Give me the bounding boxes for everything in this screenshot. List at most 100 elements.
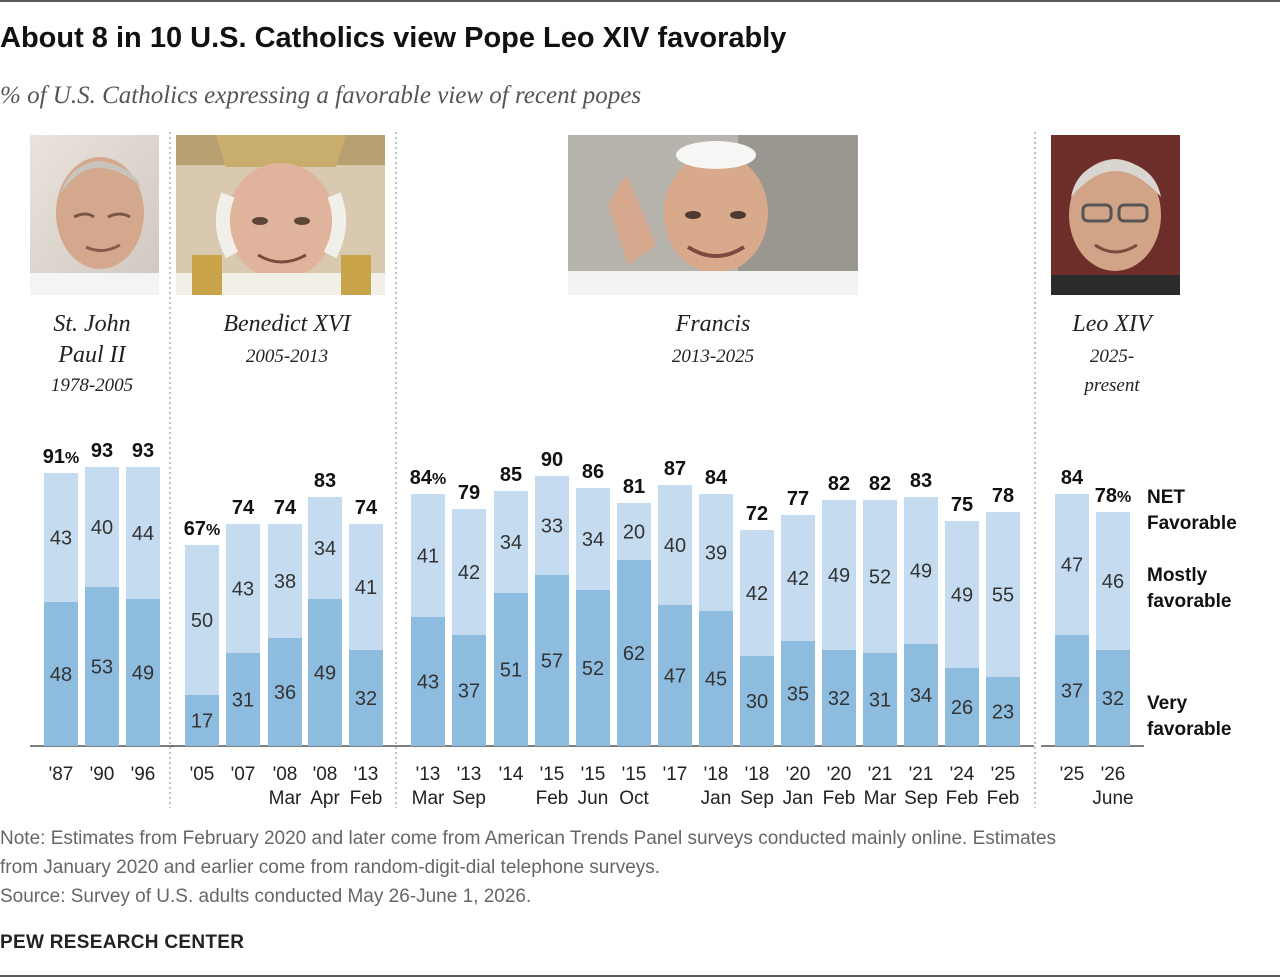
bar-mostly-favorable (268, 524, 302, 638)
x-tick-label: '13 (457, 764, 482, 785)
value-label-net: 78 (992, 485, 1014, 507)
bar-mostly-favorable (494, 491, 528, 593)
bar-very-favorable (781, 641, 815, 746)
value-label-net: 83 (910, 470, 932, 492)
x-tick-label: Sep (740, 788, 774, 809)
bar-very-favorable (308, 599, 342, 746)
value-label-mostly: 41 (355, 577, 377, 599)
x-tick-label: June (1092, 788, 1133, 809)
value-label-very: 30 (746, 691, 768, 713)
value-label-mostly: 49 (951, 585, 973, 607)
bar-mostly-favorable (986, 512, 1020, 677)
legend-very: Very (1147, 693, 1188, 714)
legend-net: Favorable (1147, 513, 1237, 534)
value-label-net: 82 (869, 473, 891, 495)
pope-name: Benedict XVI (223, 311, 351, 337)
value-label-mostly: 38 (274, 571, 296, 593)
value-label-very: 17 (191, 711, 213, 733)
value-label-very: 45 (705, 669, 727, 691)
value-label-very: 31 (232, 690, 254, 712)
value-label-net: 81 (623, 476, 645, 498)
value-label-mostly: 47 (1061, 555, 1083, 577)
value-label-very: 32 (828, 688, 850, 710)
pope-name: St. John (53, 311, 130, 337)
value-label-very: 35 (787, 684, 809, 706)
x-tick-label: '87 (49, 764, 74, 785)
value-label-mostly: 34 (314, 538, 336, 560)
bar-mostly-favorable (863, 500, 897, 653)
value-label-net: 84 (705, 467, 728, 489)
x-tick-label: '15 (581, 764, 606, 785)
bar-very-favorable (85, 587, 119, 746)
bar-mostly-favorable (699, 494, 733, 611)
x-tick-label: '05 (190, 764, 215, 785)
bar-mostly-favorable (1096, 512, 1130, 650)
bar-very-favorable (349, 650, 383, 746)
value-label-very: 32 (355, 688, 377, 710)
bar-very-favorable (904, 644, 938, 746)
bar-very-favorable (658, 605, 692, 746)
value-label-mostly: 42 (458, 562, 480, 584)
bar-very-favorable (268, 638, 302, 746)
x-tick-label: '96 (131, 764, 156, 785)
bar-very-favorable (699, 611, 733, 746)
x-tick-label: Mar (269, 788, 302, 809)
bar-mostly-favorable (740, 530, 774, 656)
value-label-mostly: 43 (50, 528, 72, 550)
x-tick-label: Feb (536, 788, 569, 809)
pope-years: 1978-2005 (51, 375, 133, 396)
bar-very-favorable (535, 575, 569, 746)
value-label-net: 93 (91, 440, 113, 462)
x-tick-label: '08 (313, 764, 338, 785)
value-label-net: 75 (951, 494, 973, 516)
x-tick-label: Mar (864, 788, 897, 809)
x-tick-label: '20 (786, 764, 811, 785)
value-label-mostly: 46 (1102, 571, 1124, 593)
x-tick-label: Feb (987, 788, 1020, 809)
value-label-mostly: 50 (191, 610, 213, 632)
value-label-very: 51 (500, 660, 522, 682)
bar-mostly-favorable (308, 497, 342, 599)
bar-very-favorable (986, 677, 1020, 746)
bottom-rule (0, 975, 1280, 977)
x-tick-label: '25 (1060, 764, 1085, 785)
x-tick-label: Apr (310, 788, 340, 809)
value-label-mostly: 49 (828, 565, 850, 587)
pope-years: 2025- (1090, 346, 1134, 367)
value-label-mostly: 34 (500, 532, 522, 554)
bar-mostly-favorable (452, 509, 486, 635)
francis-portrait (568, 135, 858, 295)
bar-mostly-favorable (945, 521, 979, 668)
x-tick-label: Oct (619, 788, 649, 809)
value-label-very: 34 (910, 685, 932, 707)
value-label-mostly: 34 (582, 529, 604, 551)
value-label-very: 36 (274, 682, 296, 704)
bar-very-favorable (185, 695, 219, 746)
leo-xiv-portrait (1051, 135, 1180, 295)
bar-mostly-favorable (85, 467, 119, 587)
value-label-very: 53 (91, 657, 113, 679)
bar-very-favorable (617, 560, 651, 746)
bar-very-favorable (494, 593, 528, 746)
bar-mostly-favorable (781, 515, 815, 641)
legend-very: favorable (1147, 719, 1231, 740)
value-label-very: 26 (951, 697, 973, 719)
x-tick-label: '13 (416, 764, 441, 785)
value-label-mostly: 41 (417, 546, 439, 568)
bar-very-favorable (411, 617, 445, 746)
value-label-mostly: 52 (869, 567, 891, 589)
value-label-net: 74 (274, 497, 297, 519)
bar-very-favorable (226, 653, 260, 746)
value-label-mostly: 44 (132, 523, 154, 545)
value-label-net: 74 (232, 497, 255, 519)
x-tick-label: '07 (231, 764, 256, 785)
favorability-chart: St. John Paul II 1978-2005 Benedict XVI 2005… (30, 132, 1237, 809)
bar-very-favorable (44, 602, 78, 746)
legend-mostly: favorable (1147, 591, 1231, 612)
x-tick-label: '20 (827, 764, 852, 785)
note-line-2: from January 2020 and earlier come from … (0, 857, 661, 878)
value-label-net: 83 (314, 470, 336, 492)
bar-mostly-favorable (185, 545, 219, 695)
value-label-mostly: 43 (232, 579, 254, 601)
x-tick-label: '17 (663, 764, 688, 785)
